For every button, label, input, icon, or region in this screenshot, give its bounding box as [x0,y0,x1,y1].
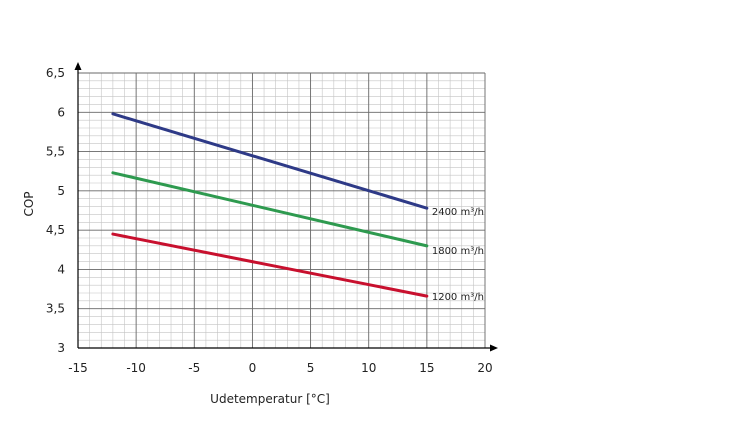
x-tick-label: 0 [249,361,257,375]
y-axis-title: COP [22,191,36,216]
y-tick-label: 6 [57,105,65,119]
y-axis-arrow-icon [74,62,82,70]
series-labels: 2400 m³/h 1800 m³/h 1200 m³/h [432,207,484,303]
series-label: 1800 m³/h [432,246,484,257]
x-tick-label: -5 [188,361,200,375]
series-line [111,171,429,248]
y-tick-label: 3,5 [46,302,65,316]
x-tick-label: 5 [307,361,315,375]
series-label: 1200 m³/h [432,292,484,303]
y-tick-label: 3 [57,341,65,355]
series-line [111,232,429,298]
series-label: 2400 m³/h [432,207,484,218]
x-tick-labels: -15 -10 -5 0 5 10 15 20 [68,361,492,375]
x-tick-label: -10 [126,361,146,375]
x-axis-title: Udetemperatur [°C] [210,392,330,406]
x-tick-label: 10 [361,361,376,375]
series-line [111,112,429,210]
y-tick-label: 4 [57,262,65,276]
y-tick-label: 5 [57,184,65,198]
x-tick-label: 15 [419,361,434,375]
y-tick-label: 4,5 [46,223,65,237]
axes [74,62,498,352]
y-tick-label: 5,5 [46,145,65,159]
x-tick-label: -15 [68,361,88,375]
y-tick-labels: 3 3,5 4 4,5 5 5,5 6 6,5 [46,66,65,355]
x-axis-arrow-icon [490,344,498,352]
x-tick-label: 20 [477,361,492,375]
y-tick-label: 6,5 [46,66,65,80]
series-lines [111,112,429,298]
